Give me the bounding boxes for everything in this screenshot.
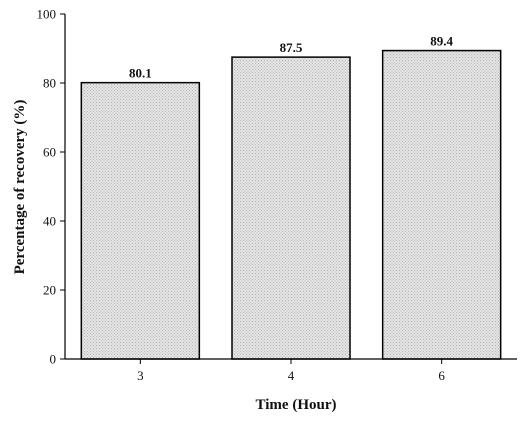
x-tick-label-6: 6 bbox=[438, 368, 445, 383]
y-tick-label-60: 60 bbox=[43, 145, 56, 160]
y-tick-label-40: 40 bbox=[43, 214, 56, 229]
data-label-4: 87.5 bbox=[280, 40, 303, 55]
x-tick-label-3: 3 bbox=[137, 368, 144, 383]
y-tick-label-80: 80 bbox=[43, 76, 56, 91]
data-label-3: 80.1 bbox=[129, 66, 152, 81]
y-tick-label-0: 0 bbox=[50, 352, 57, 367]
y-tick-label-20: 20 bbox=[43, 283, 56, 298]
x-tick-label-4: 4 bbox=[288, 368, 295, 383]
bar-6 bbox=[381, 49, 502, 360]
bar-3 bbox=[80, 81, 201, 360]
y-tick-label-100: 100 bbox=[37, 7, 57, 22]
x-axis-title: Time (Hour) bbox=[256, 397, 337, 413]
bars-layer: 80.1 87.5 89.4 bbox=[80, 34, 502, 360]
y-axis-title: Percentage of recovery (%) bbox=[12, 100, 28, 275]
bar-4 bbox=[231, 56, 351, 360]
data-label-6: 89.4 bbox=[430, 34, 453, 49]
